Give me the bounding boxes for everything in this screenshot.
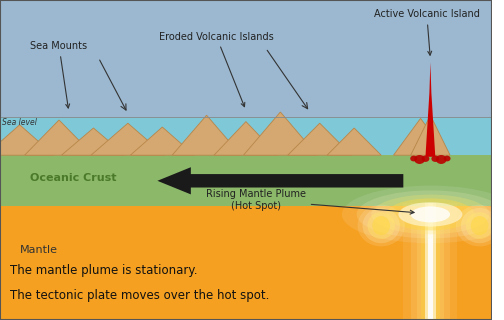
Ellipse shape <box>371 195 489 234</box>
Ellipse shape <box>342 186 504 243</box>
Polygon shape <box>214 122 278 155</box>
Bar <box>417 203 444 320</box>
Text: Sea level: Sea level <box>3 118 37 127</box>
Polygon shape <box>411 115 450 155</box>
Bar <box>0 0 492 117</box>
Ellipse shape <box>421 156 429 162</box>
Ellipse shape <box>399 202 462 227</box>
Polygon shape <box>327 128 381 155</box>
Bar <box>411 203 450 320</box>
Polygon shape <box>0 125 54 155</box>
Ellipse shape <box>386 198 475 230</box>
Bar <box>421 203 439 320</box>
Polygon shape <box>61 128 125 155</box>
Text: Mantle: Mantle <box>20 244 57 255</box>
Polygon shape <box>91 123 165 155</box>
Ellipse shape <box>436 155 447 164</box>
Polygon shape <box>425 62 435 157</box>
Ellipse shape <box>471 216 488 235</box>
Ellipse shape <box>414 155 425 164</box>
FancyArrow shape <box>157 167 403 195</box>
Ellipse shape <box>358 205 405 246</box>
Ellipse shape <box>461 208 498 243</box>
Text: Rising Mantle Plume
(Hot Spot): Rising Mantle Plume (Hot Spot) <box>206 189 414 214</box>
Ellipse shape <box>444 156 451 161</box>
Text: Active Volcanic Island: Active Volcanic Island <box>374 9 480 55</box>
Bar <box>425 203 436 320</box>
Ellipse shape <box>357 190 504 238</box>
Text: The tectonic plate moves over the hot spot.: The tectonic plate moves over the hot sp… <box>10 290 269 302</box>
Polygon shape <box>131 127 194 155</box>
Bar <box>0 206 492 320</box>
Text: Oceanic Crust: Oceanic Crust <box>30 172 116 183</box>
Bar <box>0 117 492 155</box>
Ellipse shape <box>410 156 417 161</box>
Polygon shape <box>288 123 352 155</box>
Ellipse shape <box>362 208 400 243</box>
Bar <box>0 155 492 206</box>
Bar <box>428 203 433 320</box>
Ellipse shape <box>456 205 503 246</box>
Ellipse shape <box>466 212 493 239</box>
Bar <box>403 203 458 320</box>
Polygon shape <box>394 118 448 155</box>
Text: Eroded Volcanic Islands: Eroded Volcanic Islands <box>159 32 274 107</box>
Polygon shape <box>172 115 241 155</box>
Polygon shape <box>243 112 317 155</box>
Polygon shape <box>25 120 93 155</box>
Text: Sea Mounts: Sea Mounts <box>30 41 88 108</box>
Ellipse shape <box>372 216 390 235</box>
Text: The mantle plume is stationary.: The mantle plume is stationary. <box>10 264 198 277</box>
Ellipse shape <box>367 212 395 239</box>
Ellipse shape <box>411 206 450 222</box>
Ellipse shape <box>431 156 439 162</box>
